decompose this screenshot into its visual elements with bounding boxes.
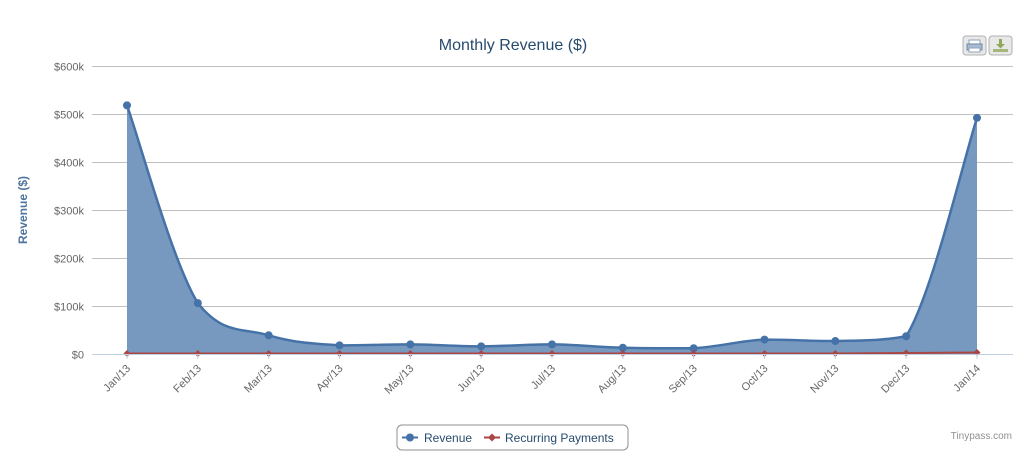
series-recurring-payments [123,349,981,358]
data-point [831,337,840,346]
credits-link[interactable]: Tinypass.com [951,431,1012,442]
data-point [689,344,698,353]
grid-lines [92,66,1013,355]
y-tick-label: $100k [54,302,84,314]
legend-revenue-label: Revenue [424,431,472,445]
x-tick-label: Jun/13 [455,363,487,395]
y-tick-label: $200k [54,254,84,266]
x-tick-label: Dec/13 [879,363,912,396]
data-point [477,350,485,358]
y-axis-labels: $0 $100k $200k $300k $400k $500k $600k [54,62,84,362]
y-tick-label: $0 [72,350,84,362]
y-tick-label: $600k [54,62,84,74]
x-axis-labels: Jan/13 Feb/13 Mar/13 Apr/13 May/13 Jun/13 Jul/… [101,363,983,397]
x-tick-label: Aug/13 [596,363,629,396]
data-point [335,341,344,350]
x-tick-label: Nov/13 [808,363,841,396]
legend-item-revenue[interactable]: Revenue [402,431,472,445]
print-button[interactable] [962,35,987,56]
data-point [264,331,273,340]
x-tick-label: Jul/13 [529,363,558,392]
data-point [123,101,131,110]
export-button[interactable] [988,35,1013,56]
x-tick-label: Mar/13 [242,363,275,396]
y-axis-title: Revenue ($) [16,176,30,244]
y-tick-label: $400k [54,158,84,170]
data-point [902,332,911,341]
legend-recurring-label: Recurring Payments [505,431,614,445]
printer-icon [966,39,983,53]
legend-item-recurring-payments[interactable]: Recurring Payments [484,431,614,445]
data-point [973,113,981,122]
series-area-fill [127,105,977,354]
x-tick-label: Jan/14 [951,363,983,395]
legend-recurring-marker [488,433,496,442]
y-tick-label: $300k [54,206,84,218]
data-point [406,340,415,349]
data-point [618,343,627,352]
data-point [123,350,131,358]
x-tick-label: Sep/13 [667,363,700,396]
y-tick-label: $500k [54,110,84,122]
data-point [831,350,839,358]
data-point [761,350,768,358]
data-point [619,350,627,358]
data-point [193,299,202,308]
data-point [690,350,698,358]
data-point [477,342,486,351]
legend-revenue-marker [406,433,414,442]
download-icon [993,39,1008,52]
series-line [125,104,979,350]
x-tick-label: May/13 [382,363,416,397]
data-point [265,350,273,358]
series-layer [123,101,981,358]
chart-title: Monthly Revenue ($) [439,37,588,54]
series-revenue [123,101,981,354]
data-point [406,350,414,358]
data-point [548,340,556,349]
x-tick-label: Jan/13 [101,363,133,395]
x-tick-label: Oct/13 [739,363,770,394]
data-point [760,335,769,344]
data-point [336,350,343,358]
data-point [194,350,202,358]
x-axis [92,354,1013,359]
x-tick-label: Apr/13 [314,363,345,394]
data-point [548,350,556,358]
legend: Revenue Recurring Payments [396,424,629,451]
x-tick-label: Feb/13 [171,363,204,396]
